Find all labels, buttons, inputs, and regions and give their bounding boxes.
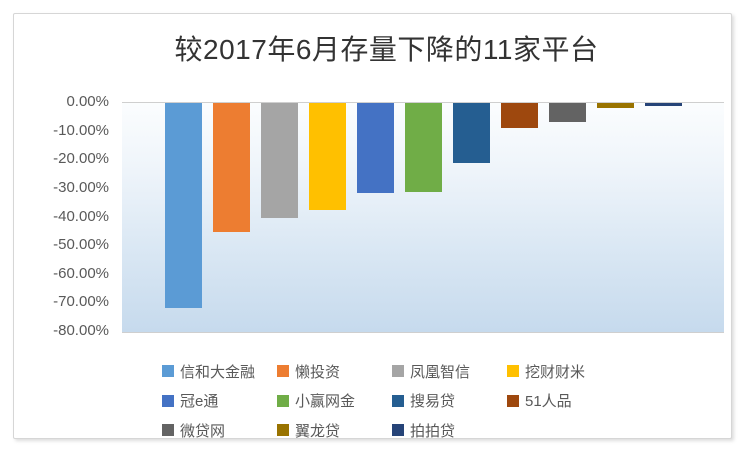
legend-swatch	[277, 394, 289, 407]
legend-item: 51人品	[507, 392, 572, 410]
legend-item: 翼龙贷	[277, 421, 341, 440]
legend-swatch	[277, 365, 289, 377]
y-axis-tick-label: -80.00%	[53, 322, 109, 339]
chart-title: 较2017年6月存量下降的11家平台	[174, 34, 599, 65]
legend-item: 小赢网金	[277, 392, 355, 410]
legend-item: 凤凰智信	[392, 362, 471, 381]
bar-2	[213, 103, 250, 232]
legend-label: 微贷网	[180, 422, 226, 440]
y-axis-tick-label: -70.00%	[53, 293, 109, 311]
legend-swatch	[277, 424, 289, 436]
legend-item: 冠e通	[162, 392, 218, 410]
bar-3	[261, 103, 298, 218]
legend-item: 拍拍贷	[392, 421, 456, 440]
legend-item: 微贷网	[162, 421, 226, 440]
bar-7	[453, 103, 490, 163]
y-axis-tick-label: 0.00%	[66, 93, 109, 110]
legend: 信和大金融 懒投资 凤凰智信 挖财财米冠e通 小赢网金 搜易贷 51人品微贷网 翼龙贷 拍拍贷	[14, 354, 745, 449]
legend-label: 搜易贷	[410, 393, 456, 410]
y-axis-tick-label: -20.00%	[53, 150, 109, 168]
y-axis-tick-label: -50.00%	[53, 236, 109, 254]
bar-10	[597, 103, 634, 108]
legend-label: 拍拍贷	[410, 422, 456, 440]
legend-label: 翼龙贷	[295, 422, 341, 440]
bar-6	[405, 103, 442, 192]
y-axis-tick-label: -40.00%	[53, 207, 109, 225]
y-axis-tick-label: -30.00%	[53, 178, 109, 196]
legend-swatch	[162, 365, 174, 377]
bar-8	[501, 103, 538, 128]
legend-label: 小赢网金	[295, 393, 356, 410]
legend-label: 冠e通	[180, 393, 219, 410]
legend-label: 懒投资	[295, 363, 341, 381]
bar-11	[645, 103, 682, 106]
y-axis-tick-label: -10.00%	[53, 121, 109, 139]
plot-area	[122, 102, 724, 333]
bar-5	[357, 103, 394, 193]
legend-swatch	[162, 424, 174, 436]
legend-label: 凤凰智信	[410, 363, 471, 381]
legend-swatch	[507, 394, 519, 407]
legend-swatch	[507, 365, 519, 377]
bar-1	[165, 103, 202, 308]
y-axis: 0.00% -10.00% -20.00% -30.00% -40.00% -50.00%…	[14, 14, 109, 354]
legend-label: 51人品	[525, 393, 572, 410]
bar-4	[309, 103, 346, 210]
legend-label: 信和大金融	[180, 363, 256, 381]
legend-item: 挖财财米	[507, 362, 586, 381]
bar-9	[549, 103, 586, 122]
legend-item: 搜易贷	[392, 392, 455, 410]
chart-frame: 较2017年6月存量下降的11家平台 0.00% -10.00% -20.00% -3…	[13, 13, 732, 440]
legend-swatch	[392, 365, 404, 377]
legend-swatch	[162, 394, 174, 407]
legend-item: 信和大金融	[162, 362, 256, 381]
legend-swatch	[392, 424, 404, 436]
y-axis-tick-label: -60.00%	[53, 264, 109, 282]
legend-swatch	[392, 394, 404, 407]
legend-item: 懒投资	[277, 362, 341, 381]
legend-label: 挖财财米	[525, 363, 586, 381]
